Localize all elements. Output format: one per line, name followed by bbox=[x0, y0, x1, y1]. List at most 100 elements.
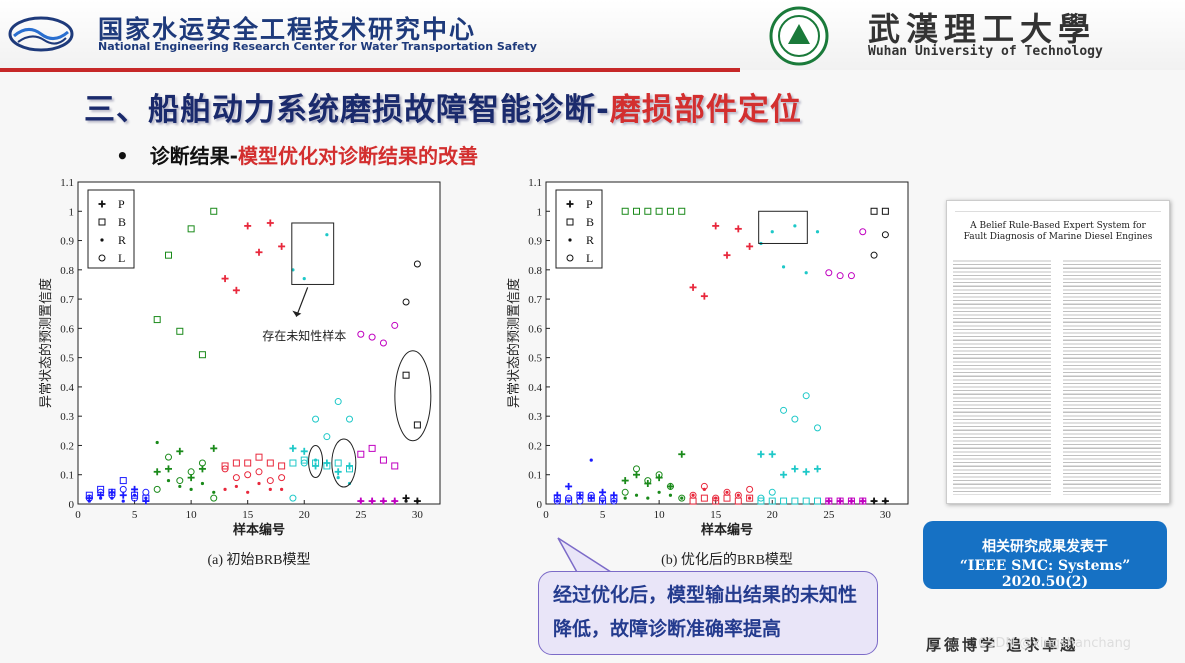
data-point bbox=[768, 488, 776, 496]
data-point bbox=[836, 497, 844, 505]
series-B bbox=[870, 207, 889, 215]
publication-box: 相关研究成果发表于 “IEEE SMC: Systems” 2020.50(2) bbox=[923, 521, 1167, 590]
series-R bbox=[87, 493, 148, 503]
data-point bbox=[633, 471, 640, 479]
data-point bbox=[802, 497, 810, 505]
data-point bbox=[244, 459, 252, 467]
data-point bbox=[634, 493, 639, 497]
data-point bbox=[589, 458, 593, 462]
data-point bbox=[881, 231, 889, 239]
data-point bbox=[370, 499, 374, 503]
y-tick-label: 0.5 bbox=[60, 353, 74, 365]
plot-area bbox=[77, 181, 441, 505]
x-tick-label: 20 bbox=[767, 509, 779, 521]
data-point bbox=[814, 424, 821, 432]
y-tick-label: 0.3 bbox=[528, 411, 542, 423]
university-name-en: Wuhan University of Technology bbox=[868, 44, 1103, 59]
data-point bbox=[131, 485, 139, 493]
data-point bbox=[734, 491, 742, 499]
data-point bbox=[553, 497, 561, 505]
y-tick-label: 1.1 bbox=[528, 177, 542, 189]
y-tick-label: 0.4 bbox=[528, 382, 542, 394]
footer-motto: 厚德博学 追求卓越 bbox=[926, 636, 1079, 654]
data-point bbox=[244, 222, 252, 230]
bullet-line: • 诊断结果-模型优化对诊断结果的改善 bbox=[116, 140, 478, 169]
y-tick-label: 0.9 bbox=[528, 236, 542, 248]
data-point bbox=[678, 450, 686, 458]
y-tick-label: 0.8 bbox=[528, 265, 542, 277]
data-point bbox=[221, 462, 229, 470]
data-point bbox=[714, 496, 718, 500]
data-point bbox=[838, 499, 842, 503]
paper-thumbnail: A Belief Rule-Based Expert System for Fa… bbox=[946, 200, 1170, 504]
data-point bbox=[165, 251, 172, 259]
data-point bbox=[780, 406, 788, 414]
data-point bbox=[289, 444, 297, 452]
data-point bbox=[212, 490, 216, 494]
data-point bbox=[368, 444, 376, 452]
data-point bbox=[336, 476, 340, 480]
data-point bbox=[847, 272, 855, 280]
data-point bbox=[883, 499, 887, 503]
data-point bbox=[368, 333, 376, 341]
data-point bbox=[804, 271, 808, 275]
chart-svg: 0 5 10 15 20 25 30 0 0.1 0.2 0.3 0.4 0.5 0.6 0.7 0.8 0.9… bbox=[38, 177, 441, 568]
publication-line1: 相关研究成果发表于 bbox=[982, 539, 1108, 555]
data-point bbox=[289, 494, 297, 502]
series-L bbox=[221, 465, 286, 485]
y-tick-label: 1.1 bbox=[60, 177, 74, 189]
x-tick-label: 0 bbox=[75, 509, 81, 521]
data-point bbox=[323, 433, 331, 441]
plot-area bbox=[545, 181, 909, 505]
data-point bbox=[802, 392, 810, 400]
data-point bbox=[144, 496, 148, 500]
series-R bbox=[623, 490, 684, 500]
data-point bbox=[872, 499, 876, 503]
data-point bbox=[836, 272, 844, 280]
legend-box bbox=[87, 189, 135, 269]
data-point bbox=[119, 477, 127, 485]
data-point bbox=[232, 459, 240, 467]
data-point bbox=[734, 225, 742, 233]
data-point bbox=[300, 459, 308, 467]
data-point bbox=[210, 444, 218, 452]
data-point bbox=[198, 465, 206, 473]
data-point bbox=[210, 494, 218, 502]
series-P bbox=[757, 450, 821, 479]
data-point bbox=[357, 330, 365, 338]
legend-marker bbox=[98, 254, 106, 262]
legend-label: P bbox=[118, 197, 125, 211]
data-point bbox=[334, 398, 342, 406]
unknown-sample-ellipse bbox=[394, 350, 432, 442]
data-point bbox=[381, 499, 386, 503]
data-point bbox=[791, 465, 799, 473]
data-point bbox=[142, 488, 150, 496]
chart-initial-brb: 0 5 10 15 20 25 30 0 0.1 0.2 0.3 0.4 0.5 0.6 0.7 0.8 0.9… bbox=[38, 172, 458, 572]
data-point bbox=[881, 207, 889, 215]
data-point bbox=[847, 497, 855, 505]
data-point bbox=[666, 482, 674, 490]
legend-marker bbox=[566, 254, 574, 262]
series-R bbox=[155, 440, 216, 494]
data-point bbox=[621, 477, 629, 485]
data-point bbox=[323, 462, 331, 470]
data-point bbox=[155, 440, 159, 445]
data-point bbox=[313, 458, 318, 462]
data-point bbox=[119, 491, 127, 499]
series-P bbox=[689, 222, 754, 300]
data-point bbox=[565, 482, 573, 490]
x-tick-label: 0 bbox=[543, 509, 549, 521]
legend-label: P bbox=[586, 197, 593, 211]
slide-title-highlight: 磨损部件定位 bbox=[609, 92, 802, 128]
data-point bbox=[768, 497, 776, 505]
data-point bbox=[232, 474, 240, 482]
header-bar bbox=[0, 0, 1185, 70]
data-point bbox=[153, 468, 161, 476]
csdn-watermark: CSDN @xingshanchang bbox=[978, 636, 1132, 651]
data-point bbox=[266, 219, 274, 227]
data-point bbox=[176, 447, 184, 455]
data-point bbox=[723, 488, 731, 496]
y-tick-label: 0.5 bbox=[528, 353, 542, 365]
